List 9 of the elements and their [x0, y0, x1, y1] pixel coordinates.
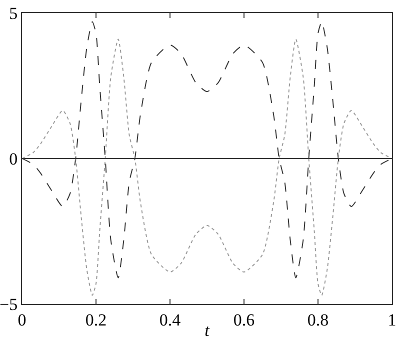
- x-tick-label: 0.8: [307, 310, 329, 330]
- x-tick-label: 1: [388, 310, 396, 330]
- y-tick-label: −5: [0, 294, 18, 314]
- y-tick-label: 0: [9, 149, 18, 168]
- x-axis-title: t: [204, 321, 211, 340]
- x-tick-label: 0.6: [233, 310, 255, 330]
- y-tick-label: 5: [9, 4, 18, 23]
- x-tick-label: 0.2: [85, 310, 107, 330]
- x-tick-label: 0.4: [159, 310, 182, 330]
